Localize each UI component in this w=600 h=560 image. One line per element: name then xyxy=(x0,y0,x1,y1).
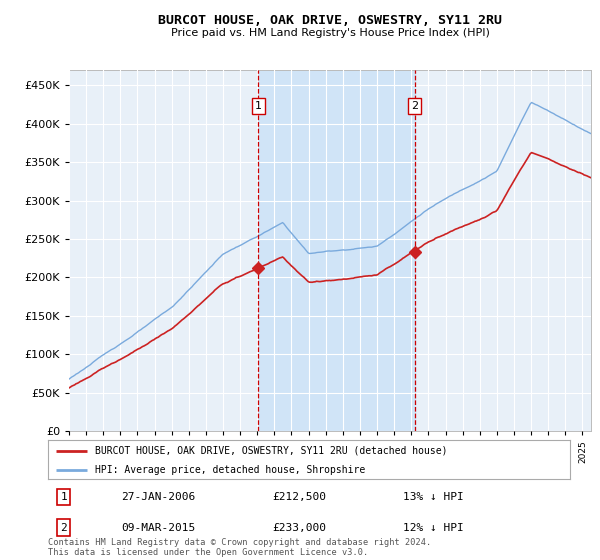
Text: 12% ↓ HPI: 12% ↓ HPI xyxy=(403,523,464,533)
Text: HPI: Average price, detached house, Shropshire: HPI: Average price, detached house, Shro… xyxy=(95,465,365,475)
Text: 2: 2 xyxy=(411,101,418,111)
Text: BURCOT HOUSE, OAK DRIVE, OSWESTRY, SY11 2RU: BURCOT HOUSE, OAK DRIVE, OSWESTRY, SY11 … xyxy=(158,14,502,27)
Text: 27-JAN-2006: 27-JAN-2006 xyxy=(121,492,196,502)
Text: 13% ↓ HPI: 13% ↓ HPI xyxy=(403,492,464,502)
Text: Price paid vs. HM Land Registry's House Price Index (HPI): Price paid vs. HM Land Registry's House … xyxy=(170,28,490,38)
Text: 1: 1 xyxy=(255,101,262,111)
Text: BURCOT HOUSE, OAK DRIVE, OSWESTRY, SY11 2RU (detached house): BURCOT HOUSE, OAK DRIVE, OSWESTRY, SY11 … xyxy=(95,446,448,456)
Bar xyxy=(259,70,415,431)
Text: 09-MAR-2015: 09-MAR-2015 xyxy=(121,523,196,533)
Text: 2: 2 xyxy=(60,523,67,533)
Text: £212,500: £212,500 xyxy=(272,492,326,502)
Text: 1: 1 xyxy=(60,492,67,502)
Text: £233,000: £233,000 xyxy=(272,523,326,533)
Text: Contains HM Land Registry data © Crown copyright and database right 2024.
This d: Contains HM Land Registry data © Crown c… xyxy=(48,538,431,557)
